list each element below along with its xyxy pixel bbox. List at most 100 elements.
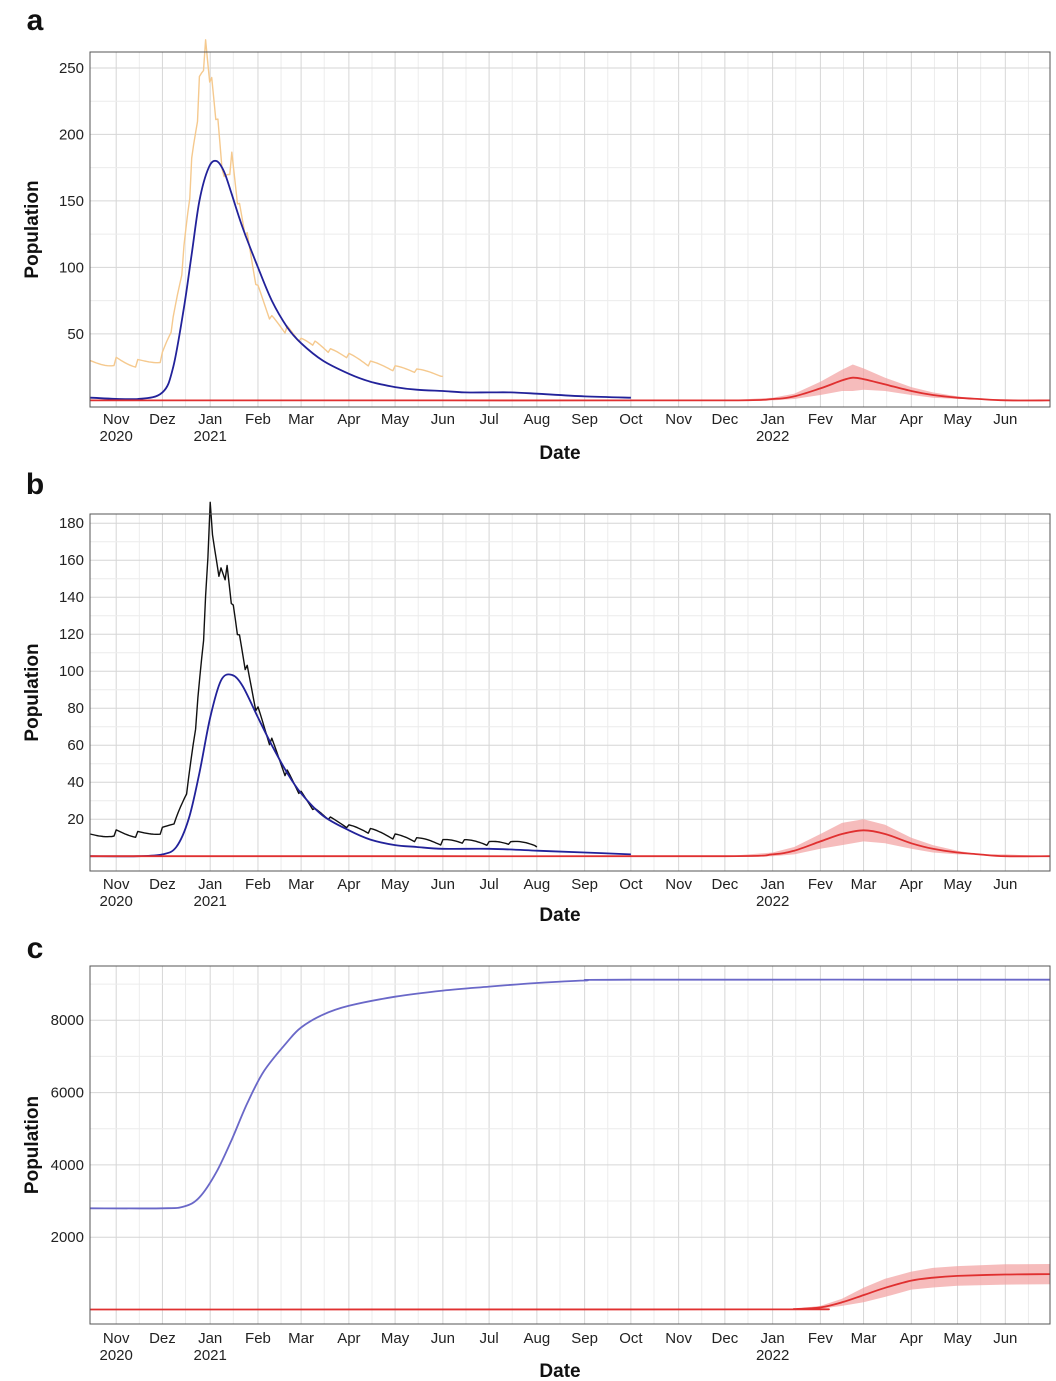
y-tick-label: 2000 xyxy=(51,1229,84,1246)
x-tick-label: Jan xyxy=(198,876,222,893)
x-year-label: 2020 xyxy=(100,1347,133,1364)
x-axis-label: Date xyxy=(539,443,580,464)
x-tick-label: Oct xyxy=(619,411,643,428)
x-tick-label: Apr xyxy=(337,876,360,893)
x-tick-label: Jun xyxy=(993,411,1017,428)
x-tick-label: Jan xyxy=(761,1330,785,1347)
x-tick-label: Apr xyxy=(337,1330,360,1347)
y-tick-label: 20 xyxy=(67,811,84,828)
x-tick-label: Jun xyxy=(431,411,455,428)
x-year-label: 2022 xyxy=(756,428,789,445)
x-tick-label: Jul xyxy=(480,411,499,428)
x-tick-label: May xyxy=(381,1330,410,1347)
x-tick-label: Sep xyxy=(571,411,598,428)
x-tick-label: Jul xyxy=(480,876,499,893)
y-tick-label: 200 xyxy=(59,126,84,143)
x-tick-label: Jun xyxy=(431,876,455,893)
x-tick-label: Nov xyxy=(103,411,130,428)
series-line-forecast xyxy=(89,1273,1051,1311)
y-tick-label: 180 xyxy=(59,515,84,532)
x-tick-label: Oct xyxy=(619,1330,643,1347)
x-year-label: 2021 xyxy=(194,893,227,910)
x-tick-label: Jun xyxy=(993,1330,1017,1347)
y-axis-label: Population xyxy=(22,643,43,741)
x-tick-label: Apr xyxy=(337,411,360,428)
x-tick-label: Jan xyxy=(198,411,222,428)
x-tick-label: Jan xyxy=(761,411,785,428)
plot-frame xyxy=(89,51,1051,408)
x-tick-label: Apr xyxy=(900,411,923,428)
x-year-label: 2021 xyxy=(194,1347,227,1364)
y-tick-label: 150 xyxy=(59,193,84,210)
plot-area xyxy=(90,52,1050,407)
x-tick-label: Nov xyxy=(103,876,130,893)
x-tick-label: Aug xyxy=(524,411,551,428)
plot-area xyxy=(90,514,1050,871)
x-year-label: 2021 xyxy=(194,428,227,445)
x-tick-label: Nov xyxy=(665,411,692,428)
x-tick-label: Fev xyxy=(808,411,834,428)
x-tick-label: Dez xyxy=(149,411,176,428)
y-tick-label: 120 xyxy=(59,626,84,643)
series-line-model xyxy=(89,673,631,858)
x-tick-label: Apr xyxy=(900,876,923,893)
plot-frame xyxy=(89,965,1051,1325)
y-tick-label: 100 xyxy=(59,259,84,276)
x-tick-label: Jan xyxy=(198,1330,222,1347)
series-line-forecast xyxy=(90,829,1051,858)
x-tick-label: Fev xyxy=(808,1330,834,1347)
x-tick-label: Jan xyxy=(761,876,785,893)
panel-c: c Nov Dez Jan Feb Mar Apr May Jun Jul Aug Sep Oct Nov… xyxy=(22,932,1051,1381)
x-tick-label: Mar xyxy=(851,1330,877,1347)
x-tick-label: Aug xyxy=(524,876,551,893)
x-tick-label: Dec xyxy=(712,411,739,428)
x-tick-label: Feb xyxy=(245,1330,271,1347)
x-tick-label: Dez xyxy=(149,1330,176,1347)
series-line-forecast xyxy=(90,376,1051,402)
plot-area xyxy=(90,966,1050,1324)
x-year-label: 2020 xyxy=(100,893,133,910)
x-tick-label: Nov xyxy=(665,1330,692,1347)
x-tick-label: Dec xyxy=(712,876,739,893)
y-tick-label: 100 xyxy=(59,663,84,680)
x-tick-label: Sep xyxy=(571,876,598,893)
y-tick-label: 160 xyxy=(59,552,84,569)
x-axis-label: Date xyxy=(539,1361,580,1381)
series-line-observed xyxy=(89,39,443,378)
x-tick-label: Dez xyxy=(149,876,176,893)
x-tick-label: Feb xyxy=(245,411,271,428)
series-line-model xyxy=(89,159,631,401)
x-tick-label: Nov xyxy=(103,1330,130,1347)
x-tick-label: May xyxy=(943,411,972,428)
panel-b: b Nov Dez Jan Feb Mar Apr May Jun Jul Aug Sep Oct Nov… xyxy=(22,468,1051,926)
panel-label: b xyxy=(26,468,44,501)
x-year-label: 2022 xyxy=(756,1347,789,1364)
x-tick-label: May xyxy=(943,1330,972,1347)
x-tick-label: Mar xyxy=(851,876,877,893)
uncertainty-band xyxy=(90,1264,1050,1310)
x-year-label: 2022 xyxy=(756,893,789,910)
y-tick-label: 250 xyxy=(59,60,84,77)
panel-label: c xyxy=(27,932,44,965)
y-tick-label: 6000 xyxy=(51,1085,84,1102)
x-axis-label: Date xyxy=(539,905,580,926)
panel-label: a xyxy=(27,4,44,37)
y-tick-label: 8000 xyxy=(51,1012,84,1029)
series-line-model xyxy=(89,978,1051,1210)
x-tick-label: May xyxy=(943,876,972,893)
x-year-label: 2020 xyxy=(100,428,133,445)
x-tick-label: Mar xyxy=(288,876,314,893)
y-tick-label: 140 xyxy=(59,589,84,606)
y-tick-label: 50 xyxy=(67,326,84,343)
x-tick-label: Oct xyxy=(619,876,643,893)
y-tick-label: 4000 xyxy=(51,1157,84,1174)
y-tick-label: 40 xyxy=(67,774,84,791)
x-tick-label: Fev xyxy=(808,876,834,893)
x-tick-label: Jun xyxy=(431,1330,455,1347)
x-tick-label: Feb xyxy=(245,876,271,893)
panel-a: a Nov Dez Jan Feb Mar Apr May Jun Jul Aug Sep Oct Nov… xyxy=(22,4,1051,464)
x-tick-label: Mar xyxy=(288,1330,314,1347)
x-tick-label: Dec xyxy=(712,1330,739,1347)
y-axis-label: Population xyxy=(22,180,43,278)
y-axis-label: Population xyxy=(22,1096,43,1194)
